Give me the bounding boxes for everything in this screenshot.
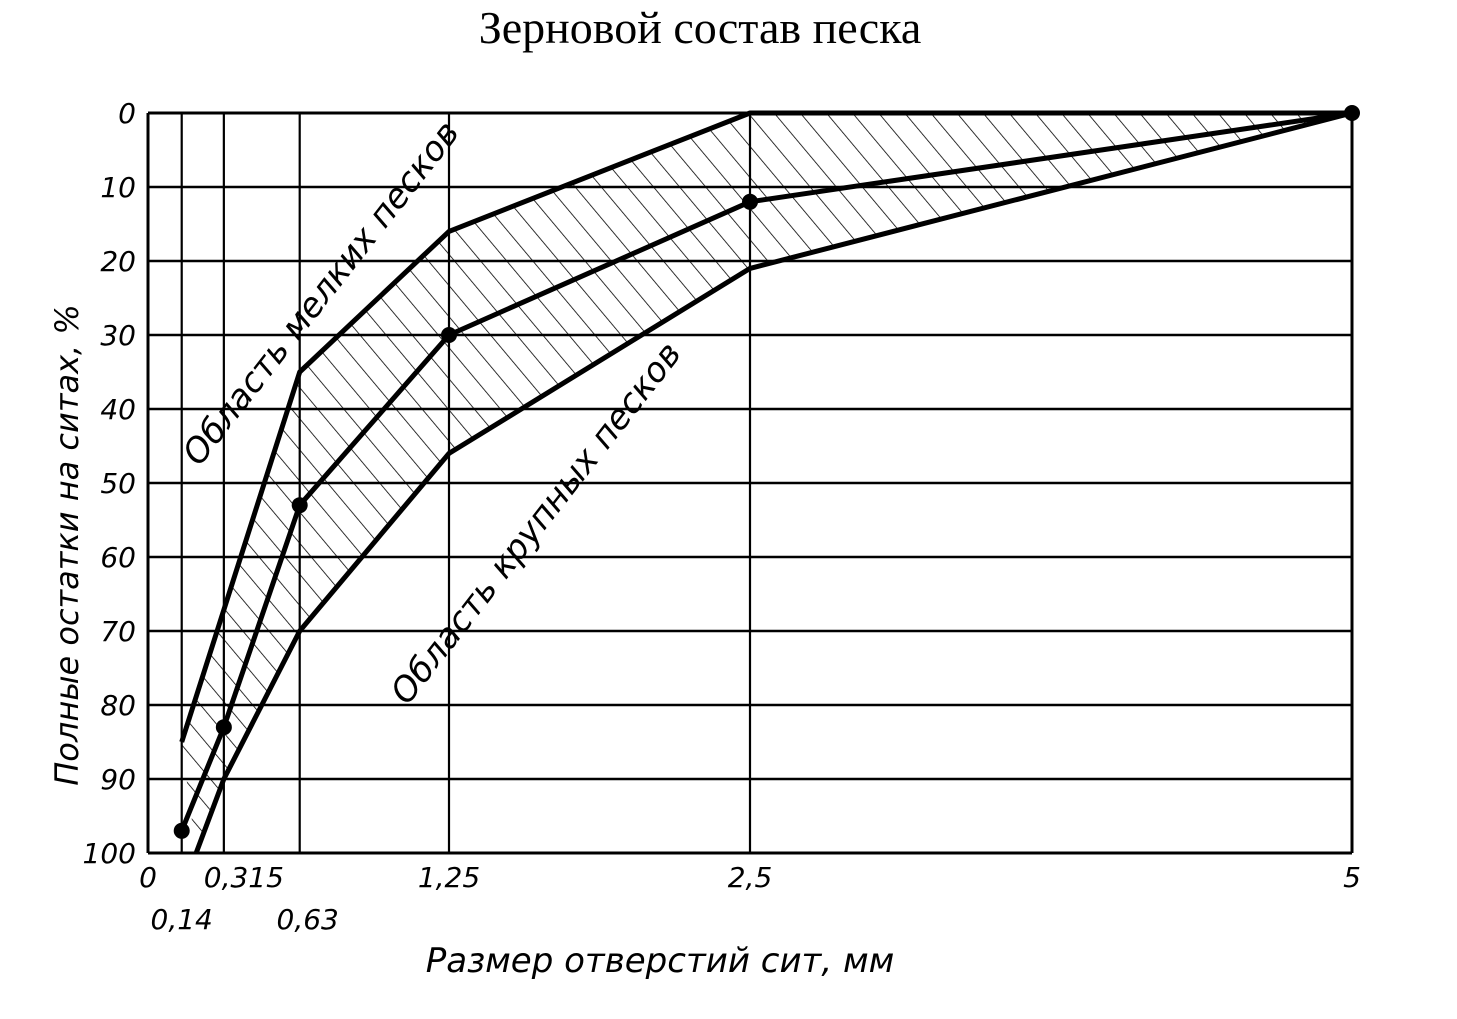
y-tick-label: 80	[100, 689, 136, 722]
y-tick-label: 20	[100, 245, 136, 278]
series-line-middle	[179, 110, 1353, 832]
y-tick-label: 70	[100, 615, 136, 648]
y-tick-label: 40	[100, 393, 136, 426]
x-tick-label: 1,25	[418, 861, 480, 894]
y-axis-title: Полные остатки на ситах, %	[48, 304, 86, 786]
data-point	[173, 822, 190, 839]
x-tick-label: 0,14	[151, 903, 213, 936]
x-tick-label: 0,315	[204, 861, 284, 894]
series-line-coarse-boundary	[193, 110, 1353, 854]
data-point	[441, 327, 457, 343]
data-point	[1344, 105, 1360, 121]
y-tick-label: 10	[100, 171, 136, 204]
x-tick-label: 0,63	[277, 903, 339, 936]
y-tick-label: 100	[83, 837, 136, 870]
data-point	[742, 193, 758, 210]
y-tick-label: 90	[100, 763, 136, 796]
x-axis-title: Размер отверстий сит, мм	[426, 941, 895, 981]
x-tick-label: 0	[139, 861, 157, 894]
x-tick-label: 5	[1343, 861, 1361, 894]
hatched-area	[181, 113, 1352, 853]
y-tick-label: 0	[118, 97, 136, 130]
y-tick-label: 30	[100, 319, 136, 352]
data-point	[215, 719, 232, 736]
y-tick-label: 50	[100, 467, 136, 500]
series-line-fine-boundary	[179, 110, 1352, 743]
data-point	[291, 497, 308, 514]
x-tick-label: 2,5	[728, 861, 773, 894]
chart-title: Зерновой состав песка	[478, 2, 922, 53]
y-tick-label: 60	[100, 541, 136, 574]
